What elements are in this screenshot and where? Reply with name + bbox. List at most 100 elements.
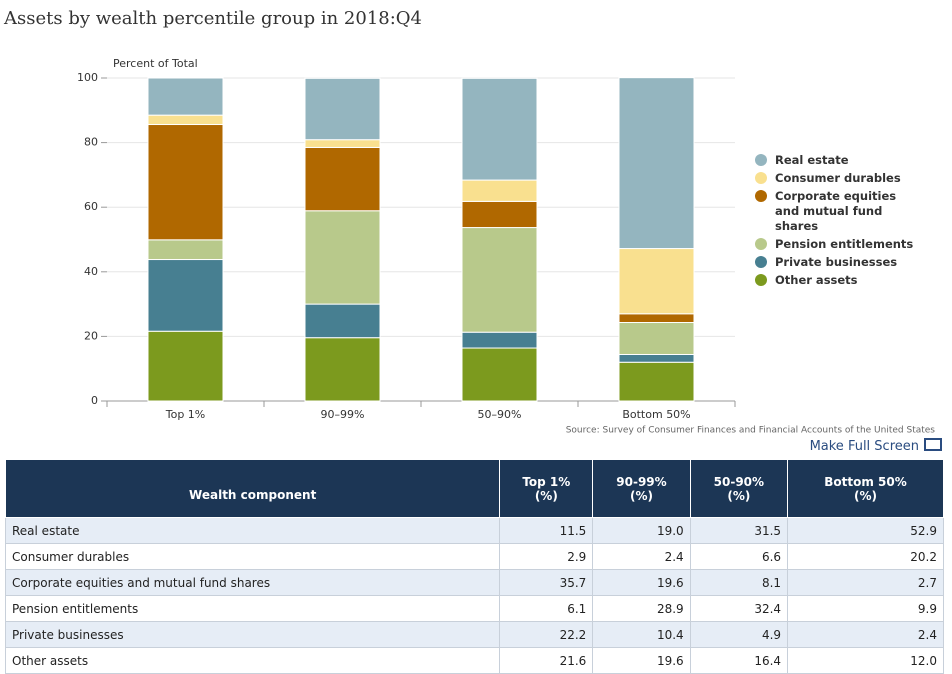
table-cell: 32.4 (689, 595, 789, 622)
legend-swatch (755, 190, 767, 202)
row-label: Corporate equities and mutual fund share… (4, 569, 501, 596)
table-row: Corporate equities and mutual fund share… (4, 569, 944, 596)
column-header: Top 1% (%) (499, 459, 594, 518)
table-cell: 4.9 (689, 621, 789, 648)
legend-item: Other assets (755, 273, 915, 288)
column-name: 90-99% (616, 474, 667, 489)
table-cell: 22.2 (499, 621, 594, 648)
table-cell: 35.7 (499, 569, 594, 596)
legend-item: Real estate (755, 153, 915, 168)
column-unit: (%) (727, 488, 751, 503)
bar-segment (147, 114, 224, 126)
column-unit: (%) (534, 488, 558, 503)
bar-segment (304, 337, 381, 402)
table-cell: 2.4 (787, 621, 944, 648)
y-axis-label: Percent of Total (113, 57, 198, 70)
table-cell: 2.9 (499, 543, 594, 570)
y-tick-label: 40 (84, 265, 98, 278)
bar-segment (147, 330, 224, 402)
table-cell: 9.9 (787, 595, 944, 622)
column-header: 90-99% (%) (592, 459, 691, 518)
bar-segment (618, 248, 695, 315)
chart-title: Assets by wealth percentile group in 201… (4, 8, 423, 29)
bar-segment (304, 210, 381, 305)
legend-item: Corporate equities and mutual fund share… (755, 189, 915, 234)
bar-segment (461, 331, 538, 349)
column-header: 50-90% (%) (689, 459, 789, 518)
column-name: 50-90% (713, 474, 765, 489)
legend-item: Pension entitlements (755, 237, 915, 252)
table-cell: 6.1 (499, 595, 594, 622)
table-cell: 10.4 (592, 621, 691, 648)
bar-segment (304, 146, 381, 212)
table-cell: 11.5 (499, 517, 594, 544)
bar-segment (304, 303, 381, 339)
legend-label: Real estate (775, 153, 849, 167)
table-row: Private businesses 22.2 10.4 4.9 2.4 (4, 621, 944, 648)
x-tick-label: 90–99% (321, 408, 365, 421)
column-unit: (%) (854, 488, 878, 503)
legend-item: Private businesses (755, 255, 915, 270)
bar-segment (147, 239, 224, 261)
legend: Real estate Consumer durables Corporate eq… (755, 153, 915, 291)
table-cell: 19.6 (592, 647, 691, 674)
table-cell: 20.2 (787, 543, 944, 570)
y-tick-label: 0 (91, 394, 98, 407)
bar-segment (461, 77, 538, 181)
table-row: Other assets 21.6 19.6 16.4 12.0 (4, 647, 944, 674)
table-cell: 28.9 (592, 595, 691, 622)
bar-segment (147, 259, 224, 332)
table-cell: 16.4 (689, 647, 789, 674)
column-name: Bottom 50% (824, 474, 907, 489)
bar-segment (461, 227, 538, 333)
legend-label: Private businesses (775, 255, 898, 269)
bar-segment (461, 200, 538, 229)
legend-label: Consumer durables (775, 171, 901, 185)
legend-swatch (755, 256, 767, 268)
icon[interactable] (924, 438, 942, 451)
column-unit: (%) (629, 488, 653, 503)
data-table: Wealth component Top 1% (%) 90-99% (%) 50-90%… (4, 459, 944, 674)
bar-segment (461, 179, 538, 202)
table-row: Pension entitlements 6.1 28.9 32.4 9.9 (4, 595, 944, 622)
legend-swatch (755, 274, 767, 286)
table-cell: 31.5 (689, 517, 789, 544)
y-tick-label: 60 (84, 200, 98, 213)
x-tick-label: 50–90% (478, 408, 522, 421)
header-row: Wealth component Top 1% (%) 90-99% (%) 50-90%… (4, 459, 944, 518)
table-cell: 2.4 (592, 543, 691, 570)
bar-segment (618, 361, 695, 402)
table-cell: 52.9 (787, 517, 944, 544)
bar-segment (618, 313, 695, 324)
y-tick-label: 20 (84, 329, 98, 342)
bar-segment (461, 347, 538, 402)
bar-segment (147, 77, 224, 116)
full-screen-button[interactable]: Make Full Screen (810, 438, 942, 454)
legend-label: Other assets (775, 273, 858, 287)
row-label: Pension entitlements (4, 595, 501, 622)
table-cell: 19.0 (592, 517, 691, 544)
bar-segment (618, 77, 695, 250)
table-cell: 2.7 (787, 569, 944, 596)
x-tick-label: Top 1% (165, 408, 206, 421)
y-tick-label: 80 (84, 136, 98, 149)
table-cell: 8.1 (689, 569, 789, 596)
legend-label: Pension entitlements (775, 237, 914, 251)
legend-swatch (755, 154, 767, 166)
button-label[interactable]: Make Full Screen (809, 439, 919, 454)
x-tick-label: Bottom 50% (622, 408, 690, 421)
row-label: Other assets (4, 647, 501, 674)
table-cell: 12.0 (787, 647, 944, 674)
chart: Percent of Total Source: Survey of Consu… (77, 57, 936, 436)
bar-segment (304, 77, 381, 141)
bar-segment (147, 124, 224, 241)
column-header: Wealth component (4, 459, 501, 518)
source: Source: Survey of Consumer Finances and … (566, 426, 936, 436)
row-label: Private businesses (4, 621, 501, 648)
table-cell: 19.6 (592, 569, 691, 596)
row-label: Consumer durables (4, 543, 501, 570)
y-tick-label: 100 (77, 71, 98, 84)
legend-item: Consumer durables (755, 171, 915, 186)
legend-swatch (755, 238, 767, 250)
